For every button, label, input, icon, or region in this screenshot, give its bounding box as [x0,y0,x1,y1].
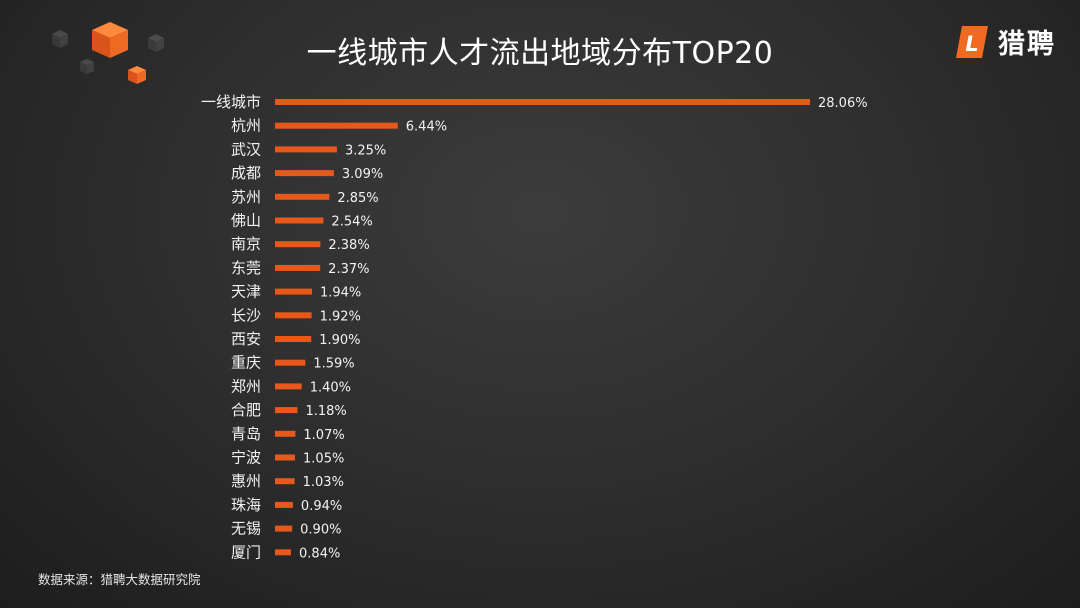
value-label: 2.38% [328,238,369,253]
category-label: 长沙 [231,306,261,324]
page-title: 一线城市人才流出地域分布TOP20 [306,36,774,71]
bar [275,193,330,200]
bar [275,336,312,342]
svg-text:L: L [965,32,978,56]
bar [275,146,337,153]
value-label: 1.07% [303,428,344,443]
value-label: 1.94% [320,286,361,301]
value-label: 1.03% [303,475,344,490]
category-label: 厦门 [231,543,261,561]
value-label: 2.37% [328,262,369,277]
category-label: 重庆 [231,354,261,372]
logo-text: 猎聘 [998,29,1056,60]
value-label: 0.84% [299,546,340,561]
category-label: 苏州 [231,188,261,206]
bar [275,383,302,390]
value-label: 1.90% [319,333,360,348]
decorative-cubes [40,12,200,92]
category-label: 成都 [231,164,261,182]
category-label: 东莞 [231,259,261,277]
category-label: 佛山 [231,212,261,230]
category-label: 南京 [231,235,261,253]
value-label: 1.05% [303,452,344,467]
value-label: 0.94% [301,499,342,514]
value-label: 3.09% [342,167,383,182]
category-label: 郑州 [231,377,261,395]
bar [275,241,321,248]
bar [275,549,292,556]
bar [275,122,398,129]
bar [275,170,334,177]
bar [275,407,298,414]
value-label: 2.85% [337,191,378,206]
bar [275,478,295,485]
value-label: 1.92% [320,309,361,324]
value-label: 0.90% [300,523,341,538]
category-label: 一线城市 [201,93,261,111]
category-label: 武汉 [231,140,261,158]
bar [275,217,324,224]
bar [275,501,293,508]
category-label: 惠州 [231,472,261,490]
category-label: 青岛 [231,425,261,443]
category-label: 天津 [231,283,261,301]
bar [275,99,810,105]
data-source-note: 数据来源：猎聘大数据研究院 [38,572,201,587]
liepin-logo: L 猎聘 [954,22,1056,61]
value-label: 1.40% [310,380,351,395]
bar [275,525,293,532]
category-label: 无锡 [231,520,261,538]
category-label: 西安 [231,330,261,348]
category-label: 杭州 [231,117,261,135]
bar [275,359,306,366]
bar [275,312,312,319]
category-label: 宁波 [231,449,261,467]
bar [275,430,296,437]
value-label: 3.25% [345,143,386,158]
value-label: 28.06% [818,96,868,111]
logo-mark-icon: L [956,25,988,58]
bar [275,288,312,295]
value-label: 2.54% [331,215,372,230]
category-label: 珠海 [231,496,261,514]
value-label: 1.18% [305,404,346,419]
value-label: 1.59% [313,357,354,372]
bar [275,264,321,271]
category-label: 合肥 [231,401,261,419]
bar [275,454,296,461]
value-label: 6.44% [406,120,447,135]
